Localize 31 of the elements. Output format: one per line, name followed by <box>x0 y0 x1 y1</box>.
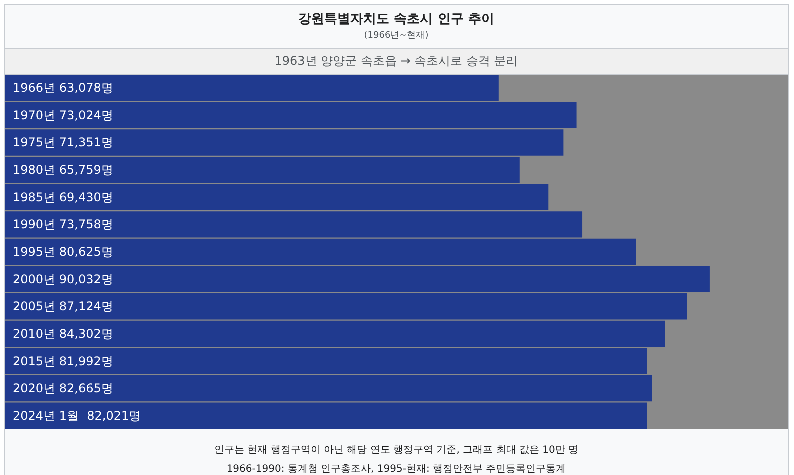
text: 1966-1990: 통계청 인구총조사, 1995-현재: 행정안전부 주민등록인구통계 <box>226 463 568 475</box>
text: 1963년 양양군 속초읍 → 속초시로 승격 분리 <box>5 49 788 75</box>
y-tick-label: 2000년 <box>13 272 56 286</box>
y-tick-label: 1995년 <box>13 245 56 259</box>
y-tick-label: 1970년 <box>13 108 56 122</box>
y-tick-label: 2020년 <box>13 382 56 396</box>
y-tick-label: 2005년 <box>13 300 56 314</box>
data-label: 73,024명 <box>59 108 114 122</box>
data-label: 80,625명 <box>59 245 114 259</box>
data-label: 73,758명 <box>59 218 114 232</box>
y-tick-label: 2015년 <box>13 354 56 368</box>
data-label: 90,032명 <box>59 272 114 286</box>
data-label: 71,351명 <box>59 136 114 150</box>
data-label: 82,665명 <box>59 382 114 396</box>
chart-subtitle: (1966년~현재) <box>5 29 788 49</box>
data-label: 84,302명 <box>59 326 114 341</box>
data-label: 87,124명 <box>59 300 114 314</box>
chart-title: 강원특별자치도 속초시 인구 추이 <box>298 11 496 29</box>
y-tick-label: 1990년 <box>13 218 56 232</box>
data-label: 82,021명 <box>87 408 142 423</box>
data-label: 63,078명 <box>59 81 114 96</box>
data-label: 81,992명 <box>59 354 114 368</box>
y-tick-label: 1985년 <box>13 190 56 204</box>
y-tick-label: 1966년 <box>13 81 56 96</box>
y-tick-label: 2024년 1월 <box>13 408 79 423</box>
y-tick-label: 1980년 <box>13 163 56 178</box>
y-tick-label: 2010년 <box>13 326 56 341</box>
text: 인구는 현재 행정구역이 아닌 해당 연도 행정구역 기준, 그래프 최대 값은 10만 명 <box>213 444 580 458</box>
data-label: 65,759명 <box>59 163 114 178</box>
y-tick-label: 1975년 <box>13 136 56 150</box>
data-label: 69,430명 <box>59 190 114 204</box>
